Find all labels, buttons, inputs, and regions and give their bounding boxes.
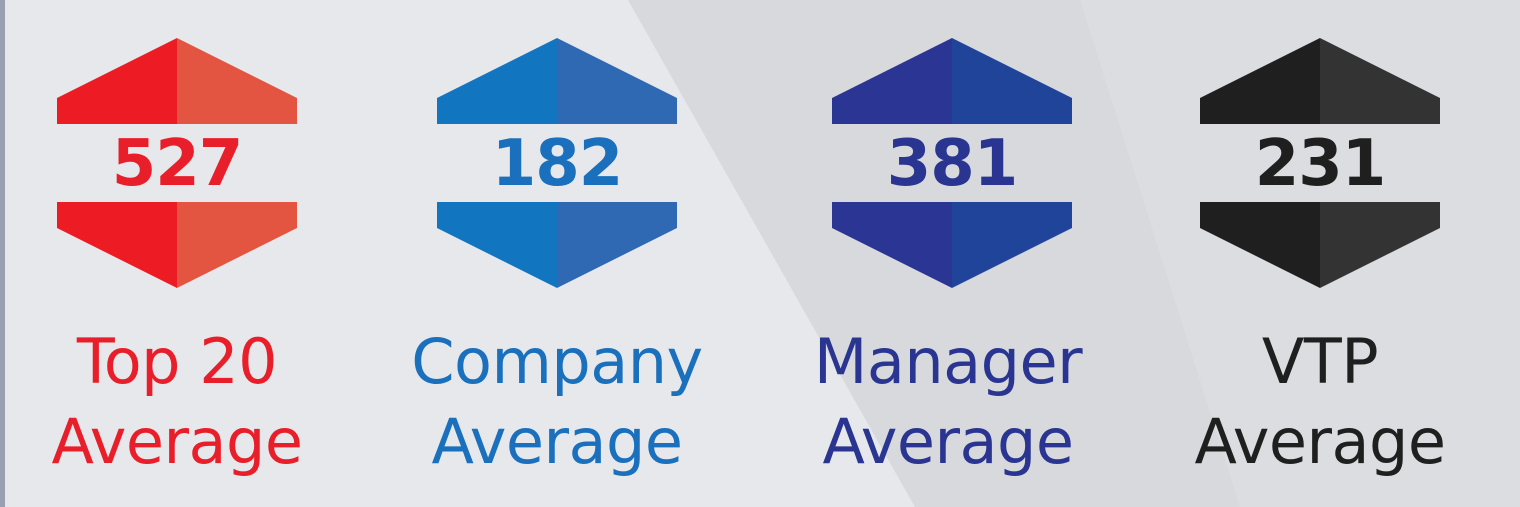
left-edge-strip [0, 0, 5, 507]
badge-top-20-average: 527 Top 20 Average [0, 0, 367, 507]
badge-value: 182 [491, 127, 624, 201]
hexagon-icon [1200, 38, 1440, 288]
badge-caption-line2: Average [431, 405, 683, 478]
badge-caption-line2: Average [1194, 405, 1446, 478]
badge-caption-line1: Top 20 [76, 325, 278, 398]
hexagon-icon [832, 38, 1072, 288]
badge-caption: Company Average [367, 322, 747, 482]
badge-caption-line2: Average [51, 405, 303, 478]
badge-caption-line1: VTP [1261, 325, 1379, 398]
badge-value: 381 [886, 127, 1019, 201]
badge-manager-average: 381 Manager Average [758, 0, 1138, 507]
badge-caption: Manager Average [758, 322, 1138, 482]
hexagon-icon [437, 38, 677, 288]
badge-caption: VTP Average [1130, 322, 1510, 482]
badge-caption-line2: Average [822, 405, 1074, 478]
badge-caption-line1: Company [411, 325, 703, 398]
badge-caption: Top 20 Average [0, 322, 367, 482]
badge-value: 527 [111, 127, 244, 201]
badge-caption-line1: Manager [813, 325, 1083, 398]
badge-company-average: 182 Company Average [367, 0, 747, 507]
badge-vtp-average: 231 VTP Average [1130, 0, 1510, 507]
badge-value: 231 [1254, 127, 1387, 201]
hexagon-icon [57, 38, 297, 288]
